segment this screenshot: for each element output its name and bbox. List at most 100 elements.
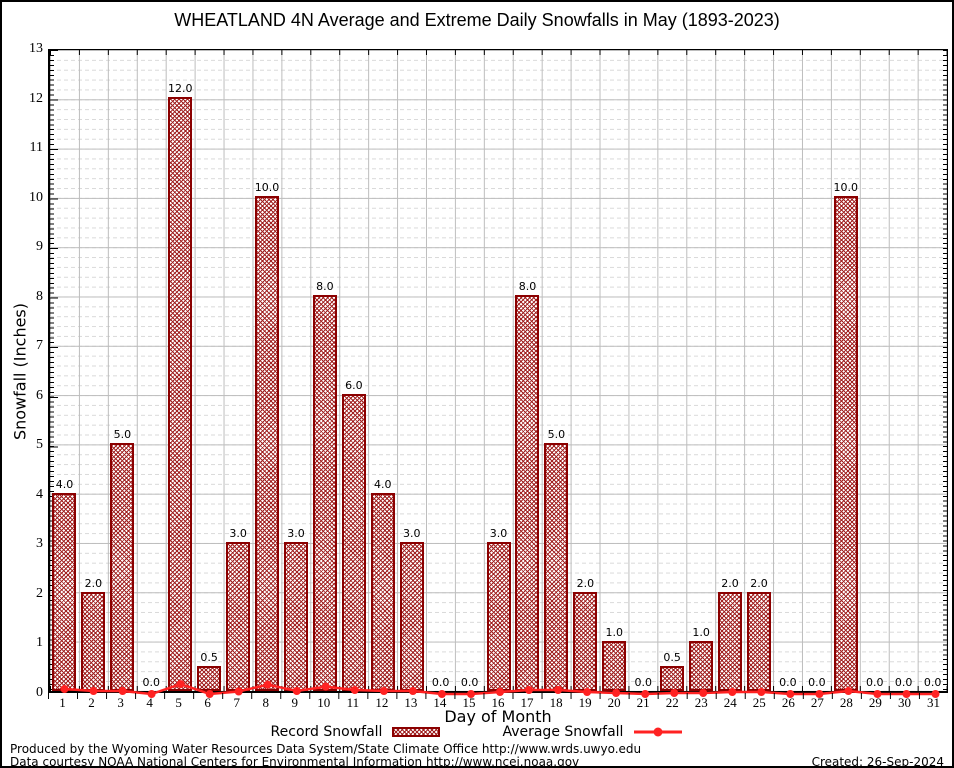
average-snowfall-line-icon xyxy=(634,727,683,737)
bar-value-label: 10.0 xyxy=(833,180,859,194)
x-tick-label: 27 xyxy=(810,695,824,710)
average-point xyxy=(321,682,330,691)
x-tick-label: 31 xyxy=(926,695,940,710)
day-slot: 0.0 xyxy=(773,50,802,691)
bar-value-label: 3.0 xyxy=(489,527,508,541)
record-bar xyxy=(833,195,858,691)
day-slot: 0.5 xyxy=(195,50,224,691)
bar-value-label: 0.5 xyxy=(200,651,218,665)
bar-value-label: 0.0 xyxy=(431,676,450,689)
record-bar xyxy=(746,591,771,691)
bar-value-label: 5.0 xyxy=(113,428,132,442)
x-tick-label: 12 xyxy=(375,695,389,710)
bar-value-label: 0.0 xyxy=(779,676,797,689)
day-slot: 2.0 xyxy=(79,50,108,691)
bar-value-label: 8.0 xyxy=(518,279,537,293)
x-tick-label: 13 xyxy=(404,695,418,710)
record-bar xyxy=(515,294,540,691)
average-point xyxy=(379,687,388,695)
x-tick-label: 11 xyxy=(346,695,360,710)
bar-value-label: 0.0 xyxy=(460,676,479,689)
bar-value-label: 0.0 xyxy=(808,676,826,689)
day-slot: 3.0 xyxy=(224,50,253,691)
footer-created-date: Created: 26-Sep-2024 xyxy=(811,755,944,768)
day-slot: 0.0 xyxy=(137,50,166,691)
bar-value-label: 2.0 xyxy=(576,576,595,590)
day-slot: 5.0 xyxy=(108,50,137,691)
average-point xyxy=(118,687,127,695)
bar-value-label: 12.0 xyxy=(167,81,193,95)
day-slot: 0.0 xyxy=(802,50,831,691)
average-snowfall-line xyxy=(60,680,940,698)
record-bar xyxy=(197,666,222,691)
record-bar xyxy=(226,542,251,691)
bar-value-label: 3.0 xyxy=(402,527,421,541)
record-bar xyxy=(312,294,337,691)
y-tick-label: 1 xyxy=(36,635,43,651)
x-tick-label: 21 xyxy=(636,695,650,710)
bar-value-label: 3.0 xyxy=(229,527,247,541)
record-bar xyxy=(168,96,193,691)
x-tick-label: 29 xyxy=(868,695,882,710)
y-tick-label: 2 xyxy=(36,585,43,601)
bar-value-label: 10.0 xyxy=(254,180,280,194)
day-slot: 10.0 xyxy=(831,50,860,691)
legend: Record Snowfall Average Snowfall xyxy=(2,724,952,740)
x-tick-label: 18 xyxy=(549,695,563,710)
bar-value-label: 0.0 xyxy=(634,676,652,689)
day-slot: 5.0 xyxy=(542,50,571,691)
record-bar xyxy=(689,641,714,691)
legend-record-label: Record Snowfall xyxy=(270,724,383,740)
x-tick-label: 6 xyxy=(204,695,211,710)
average-point xyxy=(263,680,272,689)
x-axis-tick-labels: 1 2 3 4 5 6 7 8 9 10 11 12 13 14 15 16 17 18 19 20 21 22 23 24 2… xyxy=(48,696,948,710)
x-axis-title: Day of Month xyxy=(444,707,552,726)
day-slot: 4.0 xyxy=(50,50,79,691)
average-point xyxy=(89,687,98,695)
bar-value-label: 4.0 xyxy=(374,477,392,491)
x-tick-label: 23 xyxy=(694,695,708,710)
bar-value-label: 4.0 xyxy=(55,477,74,491)
x-tick-label: 5 xyxy=(175,695,182,710)
y-tick-label: 12 xyxy=(29,90,43,106)
x-tick-label: 4 xyxy=(146,695,153,710)
day-slot: 0.0 xyxy=(918,50,947,691)
record-bar xyxy=(52,492,77,691)
y-tick-label: 4 xyxy=(36,486,43,502)
day-slot: 0.5 xyxy=(658,50,687,691)
plot-area: 4.0 2.0 5.0 0.0 12.0 0.5 3.0 10.0 3.0 8.0 6.0 4.0 3.… xyxy=(48,49,948,698)
x-tick-label: 24 xyxy=(723,695,737,710)
x-tick-label: 17 xyxy=(520,695,534,710)
y-tick-label: 13 xyxy=(29,41,43,56)
bar-value-label: 8.0 xyxy=(316,279,334,293)
x-tick-label: 26 xyxy=(781,695,795,710)
y-tick-label: 9 xyxy=(36,239,43,255)
x-tick-label: 30 xyxy=(897,695,911,710)
average-point xyxy=(292,687,301,695)
y-tick-label: 7 xyxy=(36,338,43,354)
x-tick-label: 10 xyxy=(317,695,331,710)
x-tick-label: 8 xyxy=(262,695,269,710)
record-bar xyxy=(341,393,366,691)
record-bar xyxy=(573,591,598,691)
day-slot: 3.0 xyxy=(282,50,311,691)
y-axis-tick-labels: 13 12 11 10 9 8 7 6 5 4 3 2 1 0 xyxy=(2,42,43,700)
average-point xyxy=(176,680,185,689)
x-tick-label: 20 xyxy=(607,695,621,710)
day-slot: 3.0 xyxy=(484,50,513,691)
day-slot: 10.0 xyxy=(253,50,282,691)
bar-value-label: 0.0 xyxy=(865,676,884,689)
record-bar xyxy=(718,591,743,691)
average-point xyxy=(350,686,359,694)
average-point xyxy=(408,687,417,695)
day-slot: 0.0 xyxy=(629,50,658,691)
day-slot: 0.0 xyxy=(426,50,455,691)
bar-value-label: 0.0 xyxy=(142,676,161,689)
day-slot: 12.0 xyxy=(166,50,195,691)
y-tick-label: 5 xyxy=(36,437,43,453)
x-tick-label: 1 xyxy=(59,695,66,710)
day-slot: 2.0 xyxy=(571,50,600,691)
record-snowfall-swatch-icon xyxy=(392,727,441,737)
record-bar xyxy=(283,542,308,691)
